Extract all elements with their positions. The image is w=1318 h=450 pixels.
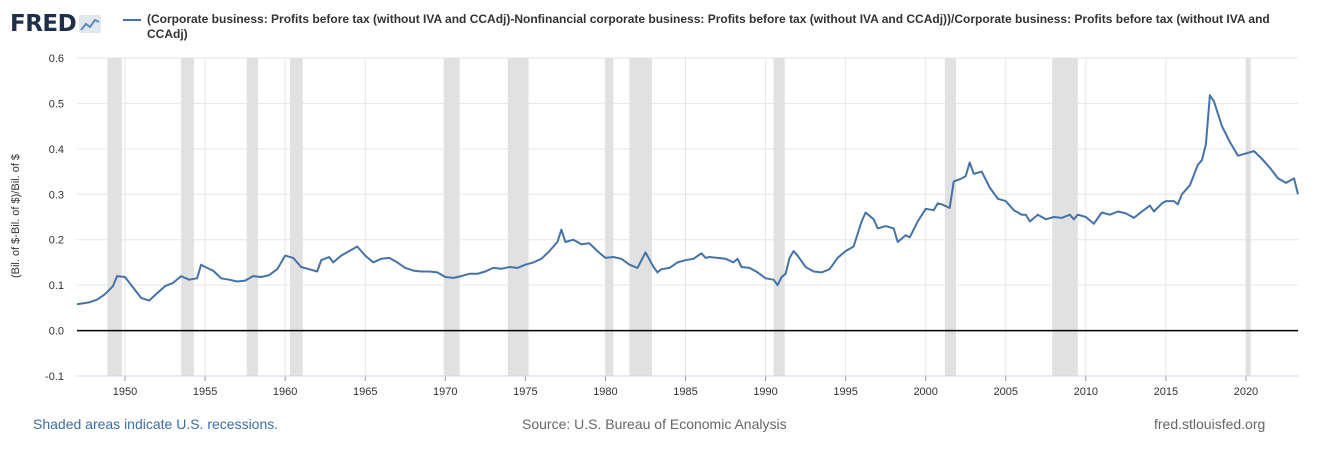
y-tick-label: 0.5 bbox=[49, 98, 64, 110]
chart-area: -0.1 0.0 0.1 0.2 0.3 0.4 0.5 0.6 1950 1955 1960 196… bbox=[0, 48, 1318, 400]
recession-band bbox=[605, 58, 614, 376]
recession-shading bbox=[107, 58, 1251, 376]
x-tick-label: 2000 bbox=[913, 386, 937, 398]
x-tick-label: 1970 bbox=[433, 386, 457, 398]
x-tick-label: 1995 bbox=[833, 386, 857, 398]
logo-text: FRED bbox=[10, 11, 77, 37]
line-chart: -0.1 0.0 0.1 0.2 0.3 0.4 0.5 0.6 1950 1955 1960 196… bbox=[10, 53, 1299, 398]
recession-band bbox=[181, 58, 194, 376]
x-tick-label: 1985 bbox=[673, 386, 697, 398]
x-tick-label: 2020 bbox=[1234, 386, 1258, 398]
line-chart-icon bbox=[79, 15, 102, 33]
recession-band bbox=[629, 58, 652, 376]
y-tick-label: 0.3 bbox=[49, 189, 64, 201]
recession-band bbox=[773, 58, 785, 376]
x-tick-label: 2005 bbox=[994, 386, 1018, 398]
y-tick-label: 0.6 bbox=[49, 53, 64, 65]
x-tick-label: 1960 bbox=[273, 386, 297, 398]
grid bbox=[77, 57, 1298, 377]
legend-series-label: (Corporate business: Profits before tax … bbox=[147, 12, 1270, 41]
x-tick-label: 1955 bbox=[193, 386, 217, 398]
y-tick-label: 0.4 bbox=[49, 144, 64, 156]
recession-band bbox=[107, 58, 122, 376]
legend-swatch bbox=[123, 19, 141, 21]
recession-band bbox=[507, 58, 529, 376]
plot-background bbox=[77, 58, 1298, 376]
site-link[interactable]: fred.stlouisfed.org bbox=[1154, 416, 1266, 432]
x-tick-label: 2010 bbox=[1074, 386, 1098, 398]
x-tick-label: 1950 bbox=[113, 386, 137, 398]
recession-note-link[interactable]: Shaded areas indicate U.S. recessions. bbox=[33, 416, 279, 432]
series-line bbox=[76, 94, 1299, 306]
y-tick-label: -0.1 bbox=[45, 371, 64, 383]
series bbox=[76, 94, 1299, 306]
x-tick-label: 1980 bbox=[593, 386, 617, 398]
recession-band bbox=[944, 58, 957, 376]
axes: -0.1 0.0 0.1 0.2 0.3 0.4 0.5 0.6 1950 1955 1960 196… bbox=[45, 53, 1298, 398]
y-axis-label: (Bil. of $-Bil. of $)/Bil. of $ bbox=[10, 154, 22, 278]
recession-band bbox=[1245, 58, 1251, 376]
recession-band bbox=[443, 58, 460, 376]
x-tick-label: 1990 bbox=[753, 386, 777, 398]
recession-band bbox=[289, 58, 303, 376]
source-text: Source: U.S. Bureau of Economic Analysis bbox=[522, 416, 787, 432]
x-tick-label: 2015 bbox=[1154, 386, 1178, 398]
y-tick-label: 0.0 bbox=[49, 326, 64, 338]
x-tick-label: 1975 bbox=[513, 386, 537, 398]
chart-legend: (Corporate business: Profits before tax … bbox=[123, 12, 1273, 42]
y-tick-label: 0.1 bbox=[49, 280, 64, 292]
fred-logo[interactable]: FRED bbox=[10, 8, 102, 40]
y-tick-label: 0.2 bbox=[49, 235, 64, 247]
x-tick-label: 1965 bbox=[353, 386, 377, 398]
chart-header: FRED (Corporate business: Profits before… bbox=[10, 8, 1310, 48]
recession-band bbox=[246, 58, 258, 376]
